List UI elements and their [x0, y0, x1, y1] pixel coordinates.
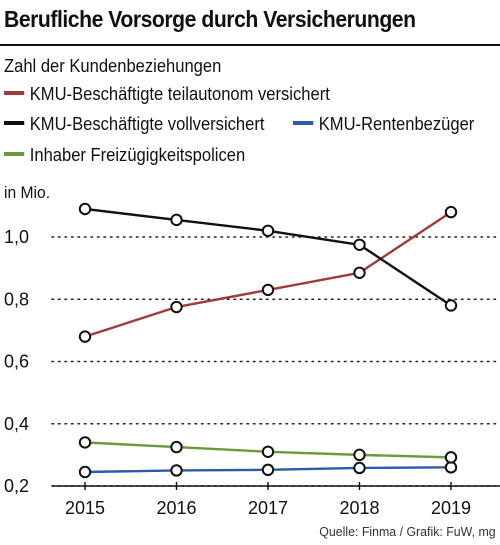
x-tick-label: 2019 [431, 498, 471, 518]
data-point [261, 283, 275, 297]
y-tick-label: 0,2 [4, 476, 29, 496]
legend-item-teilautonom: KMU-Beschäftigte teilautonom versichert [4, 84, 330, 105]
data-point [78, 436, 92, 449]
line-chart: 1,0 0,8 0,6 0,4 0,2 2015 2016 2017 2018 2019 [4, 202, 500, 518]
y-unit-label: in Mio. [4, 183, 51, 202]
y-tick-label: 0,8 [4, 289, 29, 309]
legend-label: KMU-Beschäftigte vollversichert [29, 114, 265, 134]
y-tick-label: 0,4 [4, 414, 29, 434]
legend-swatch [4, 152, 25, 157]
legend-item-vollversichert: KMU-Beschäftigte vollversichert [4, 114, 264, 135]
legend-label: KMU-Beschäftigte teilautonom versichert [29, 84, 330, 104]
data-point [353, 448, 366, 462]
data-point [170, 464, 183, 477]
data-point [353, 238, 366, 251]
data-point [444, 451, 458, 464]
chart-subtitle: Zahl der Kundenbeziehungen [4, 56, 222, 76]
data-point [78, 330, 92, 343]
legend-swatch [4, 121, 25, 126]
data-point [170, 300, 183, 314]
legend: KMU-Beschäftigte teilautonom versichert … [0, 84, 500, 174]
data-point [444, 299, 458, 312]
data-point [261, 463, 275, 477]
data-point [170, 213, 183, 227]
data-point [170, 440, 183, 454]
title-rule [0, 44, 500, 46]
legend-swatch [4, 91, 25, 96]
data-point [78, 202, 92, 216]
x-tick-label: 2018 [339, 498, 379, 518]
x-tick-label: 2017 [248, 498, 288, 518]
data-point [353, 461, 366, 475]
x-tick-label: 2015 [65, 498, 105, 518]
legend-label: KMU-Rentenbezüger [318, 114, 475, 134]
data-point [78, 465, 92, 479]
x-tick-label: 2016 [156, 498, 196, 518]
data-point [444, 205, 458, 219]
data-point [444, 461, 458, 474]
legend-swatch [293, 121, 314, 126]
y-tick-label: 0,6 [4, 352, 29, 372]
page-title: Berufliche Vorsorge durch Versicherungen [4, 6, 416, 32]
data-point [261, 224, 275, 237]
y-tick-label: 1,0 [4, 227, 29, 247]
data-point [261, 445, 275, 458]
legend-label: Inhaber Freizügigkeitspolicen [29, 145, 246, 165]
data-point [353, 266, 366, 279]
legend-item-rentenbezueger: KMU-Rentenbezüger [293, 114, 474, 135]
legend-item-freizuegigkeit: Inhaber Freizügigkeitspolicen [4, 145, 245, 166]
source-note: Quelle: Finma / Grafik: FuW, mg [319, 524, 496, 539]
